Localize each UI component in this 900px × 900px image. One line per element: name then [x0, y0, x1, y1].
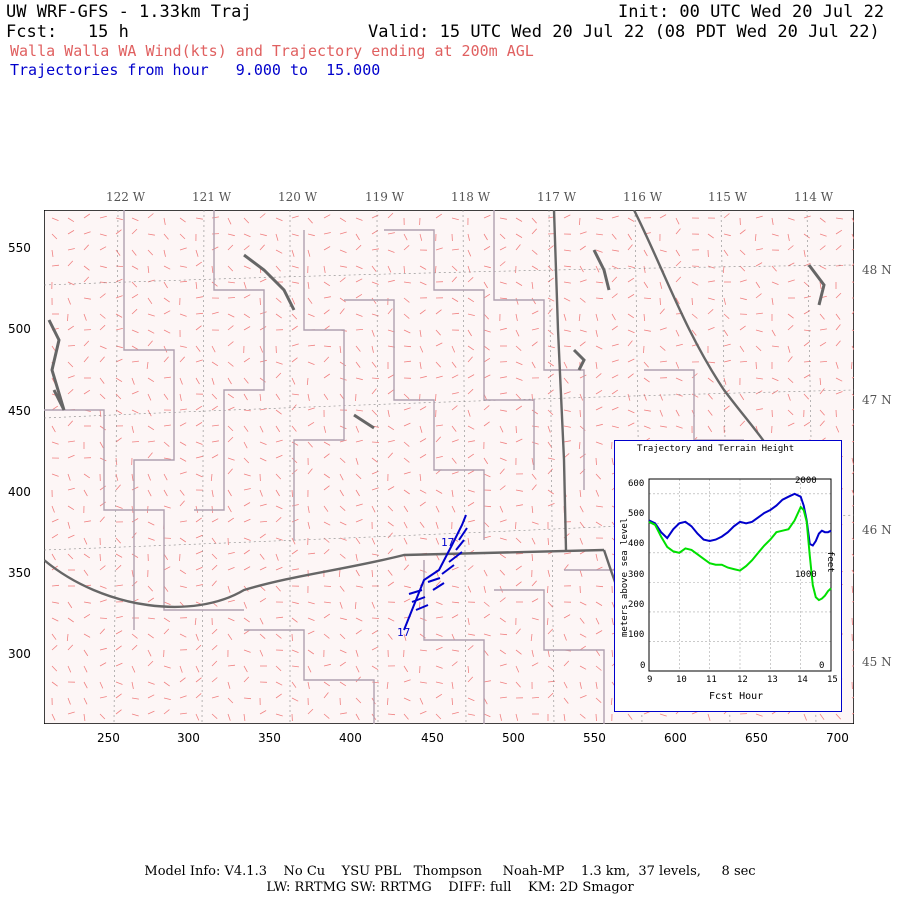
inset-y-tick: 0: [640, 661, 646, 671]
inset-xlabel: Fcst Hour: [709, 691, 764, 702]
trajectory-end-label: 17: [441, 536, 454, 549]
y-tick-label: 350: [8, 566, 31, 580]
y-tick-label: 300: [8, 647, 31, 661]
lon-label: 121 W: [192, 190, 232, 204]
trajectory-start-label: 17: [397, 626, 410, 639]
x-tick-label: 300: [177, 731, 200, 745]
y-tick-label: 550: [8, 241, 31, 255]
model-info-line2: LW: RRTMG SW: RRTMG DIFF: full KM: 2D Sm…: [266, 880, 634, 895]
inset-x-tick: 13: [767, 675, 778, 685]
trajectory-range: Trajectories from hour 9.000 to 15.000: [10, 61, 381, 79]
x-tick-label: 600: [664, 731, 687, 745]
lon-label: 117 W: [537, 190, 577, 204]
inset-x-tick: 14: [797, 675, 808, 685]
y-tick-label: 400: [8, 485, 31, 499]
lat-label: 46 N: [862, 523, 892, 537]
x-tick-label: 550: [583, 731, 606, 745]
product-subtitle: Walla Walla WA Wind(kts) and Trajectory …: [10, 42, 534, 60]
lon-label: 118 W: [451, 190, 491, 204]
forecast-hour: Fcst: 15 h: [6, 22, 129, 42]
inset-x-tick: 15: [827, 675, 838, 685]
terrain-height-line: [648, 505, 832, 602]
x-tick-label: 350: [258, 731, 281, 745]
x-tick-label: 700: [826, 731, 849, 745]
inset-ylabel-right: feet: [825, 551, 835, 573]
y-tick-label: 500: [8, 322, 31, 336]
lon-label: 115 W: [708, 190, 748, 204]
inset-y-tick: 400: [628, 539, 645, 549]
grid-lines: [44, 210, 854, 724]
model-title: UW WRF-GFS - 1.33km Traj: [6, 2, 252, 22]
x-tick-label: 250: [97, 731, 120, 745]
trajectory: [403, 514, 468, 631]
inset-y-tick: 600: [628, 479, 645, 489]
lon-label: 122 W: [106, 190, 146, 204]
y-tick-label: 450: [8, 404, 31, 418]
inset-y-tick: 100: [628, 630, 645, 640]
valid-time: Valid: 15 UTC Wed 20 Jul 22 (08 PDT Wed …: [368, 22, 880, 42]
inset-ft-tick: 1000: [795, 570, 817, 580]
x-tick-label: 650: [745, 731, 768, 745]
trajectory-height-line: [648, 492, 832, 547]
inset-chart: [648, 478, 832, 672]
init-time: Init: 00 UTC Wed 20 Jul 22: [618, 2, 885, 22]
lon-label: 114 W: [794, 190, 834, 204]
inset-y-tick: 300: [628, 570, 645, 580]
lat-label: 45 N: [862, 655, 892, 669]
x-tick-label: 400: [339, 731, 362, 745]
inset-ft-tick: 0: [819, 661, 825, 671]
county-borders: [44, 210, 744, 724]
lakes-coastline: [47, 249, 826, 430]
inset-y-tick: 200: [628, 600, 645, 610]
x-tick-label: 500: [502, 731, 525, 745]
inset-x-tick: 10: [676, 675, 687, 685]
inset-x-tick: 9: [647, 675, 653, 685]
lon-label: 119 W: [365, 190, 405, 204]
trajectory-terrain-inset: Trajectory and Terrain Height meters abo…: [614, 440, 842, 712]
lat-label: 48 N: [862, 263, 892, 277]
inset-ft-tick: 2000: [795, 476, 817, 486]
inset-y-tick: 500: [628, 509, 645, 519]
inset-x-tick: 11: [706, 675, 717, 685]
inset-title: Trajectory and Terrain Height: [637, 444, 795, 454]
lat-label: 47 N: [862, 393, 892, 407]
model-info-line1: Model Info: V4.1.3 No Cu YSU PBL Thompso…: [144, 864, 756, 879]
lon-label: 120 W: [278, 190, 318, 204]
inset-x-tick: 12: [737, 675, 748, 685]
x-tick-label: 450: [421, 731, 444, 745]
lon-label: 116 W: [623, 190, 663, 204]
